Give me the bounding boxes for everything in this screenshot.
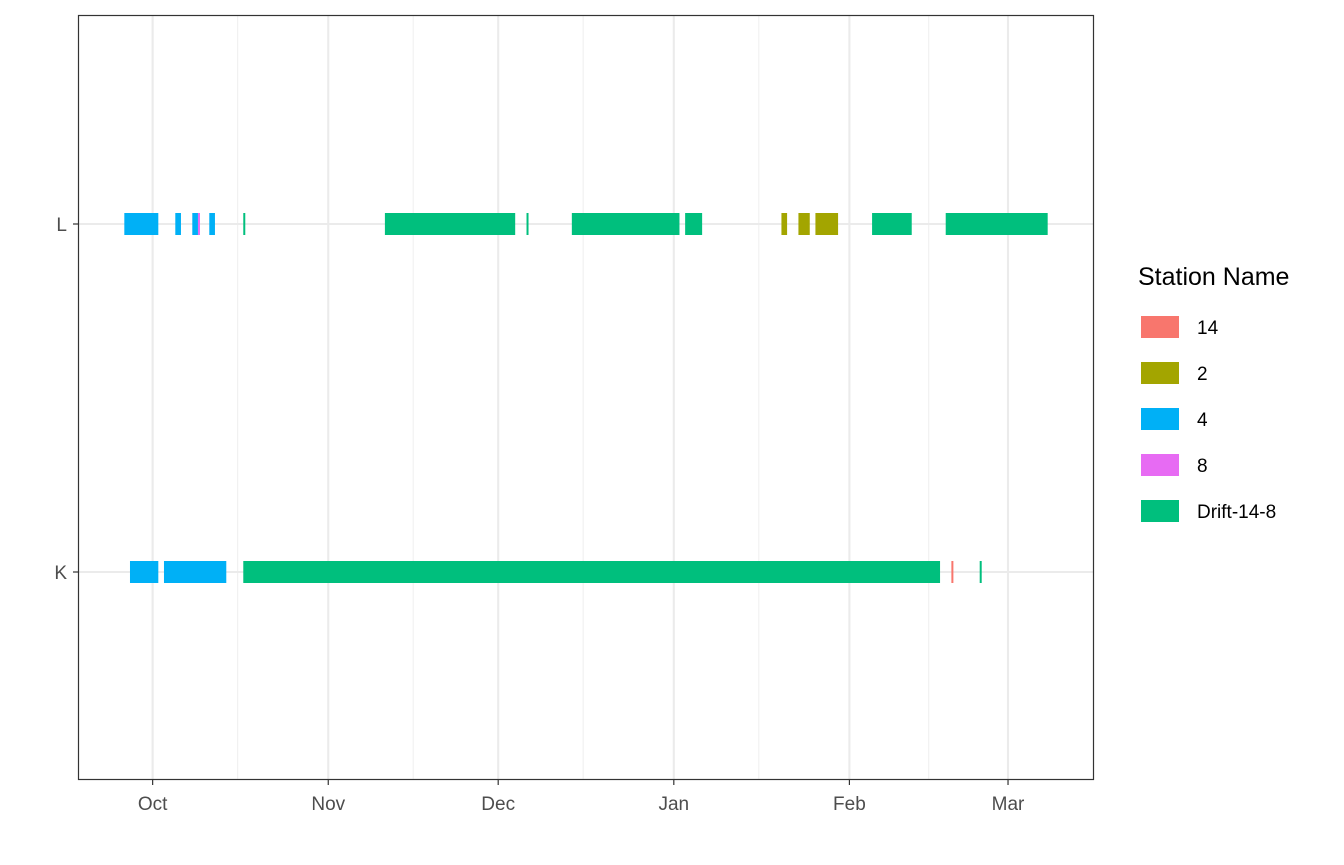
legend-swatch xyxy=(1141,454,1179,476)
x-tick-label: Nov xyxy=(311,794,345,815)
segment-L-8 xyxy=(197,213,200,235)
panel-border xyxy=(77,14,1095,781)
legend-label: 8 xyxy=(1197,456,1208,477)
segment-L-2 xyxy=(815,213,839,235)
segment-L-4 xyxy=(175,213,181,235)
legend-label: Drift-14-8 xyxy=(1197,502,1276,523)
legend-label: 2 xyxy=(1197,364,1208,385)
segment-L-4 xyxy=(192,213,198,235)
segment-L-4 xyxy=(124,213,159,235)
segment-L-drift-14-8 xyxy=(384,213,516,235)
minor-gridlines xyxy=(237,16,930,779)
x-axis: Oct Nov Dec Jan Feb Mar xyxy=(138,779,1025,815)
legend-title: Station Name xyxy=(1138,263,1289,291)
legend-label: 4 xyxy=(1197,410,1208,431)
segment-L-4 xyxy=(209,213,215,235)
segment-L-2 xyxy=(798,213,810,235)
legend-label: 14 xyxy=(1197,318,1219,339)
legend-swatch xyxy=(1141,408,1179,430)
x-tick-label: Mar xyxy=(992,794,1025,815)
x-tick-label: Jan xyxy=(658,794,689,815)
legend-swatch xyxy=(1141,362,1179,384)
x-tick-label: Dec xyxy=(481,794,515,815)
y-tick-label: K xyxy=(54,563,67,584)
segment-L-drift-14-8 xyxy=(526,213,529,235)
segment-K-drift-14-8 xyxy=(243,561,941,583)
segment-L-drift-14-8 xyxy=(571,213,680,235)
segment-K-14 xyxy=(951,561,954,583)
segment-K-4 xyxy=(129,561,159,583)
segment-L-drift-14-8 xyxy=(685,213,703,235)
legend-swatch xyxy=(1141,316,1179,338)
segment-K-4 xyxy=(163,561,227,583)
segment-L-drift-14-8 xyxy=(945,213,1048,235)
segment-L-drift-14-8 xyxy=(243,213,246,235)
segment-L-2 xyxy=(781,213,788,235)
major-gridlines xyxy=(79,16,1093,779)
y-axis: KL xyxy=(54,215,79,584)
segment-L-drift-14-8 xyxy=(872,213,912,235)
segment-K-drift-14-8 xyxy=(979,561,982,583)
x-tick-label: Feb xyxy=(833,794,866,815)
legend: Station Name 14 2 4 8 Drift-14-8 xyxy=(1138,263,1289,523)
y-tick-label: L xyxy=(56,215,67,236)
legend-swatch xyxy=(1141,500,1179,522)
station-segments xyxy=(124,213,1048,583)
x-tick-label: Oct xyxy=(138,794,168,815)
